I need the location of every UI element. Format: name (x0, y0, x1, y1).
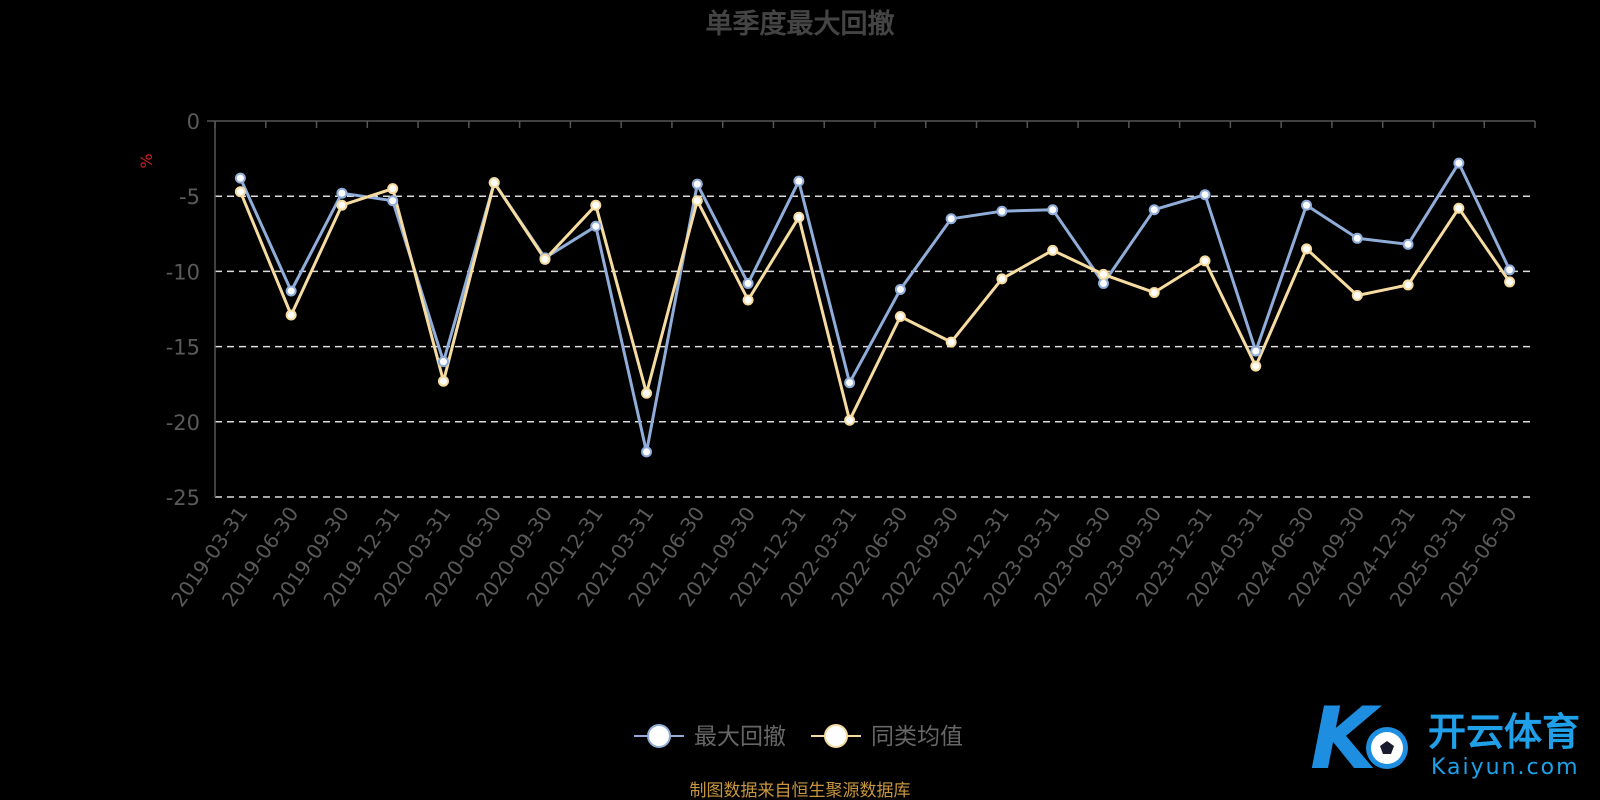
data-point-series-1[interactable] (590, 220, 602, 232)
data-point-series-1[interactable] (437, 356, 449, 368)
data-point-series-2[interactable] (844, 414, 856, 426)
legend-item-series-2[interactable]: 同类均值 (811, 724, 963, 750)
data-point-series-1[interactable] (945, 213, 957, 225)
data-point-series-1[interactable] (285, 285, 297, 297)
data-point-series-2[interactable] (590, 199, 602, 211)
y-tick-label: 0 (187, 110, 200, 134)
data-point-series-1[interactable] (234, 172, 246, 184)
data-point-series-2[interactable] (793, 211, 805, 223)
data-point-series-1[interactable] (1199, 189, 1211, 201)
legend: 最大回撤 同类均值 (634, 724, 963, 750)
brand-name-en: Kaiyun.com (1431, 755, 1580, 780)
data-point-series-2[interactable] (996, 273, 1008, 285)
data-point-series-2[interactable] (1148, 286, 1160, 298)
legend-label-series-2: 同类均值 (871, 724, 963, 750)
data-point-series-2[interactable] (285, 309, 297, 321)
data-point-series-1[interactable] (387, 195, 399, 207)
data-point-series-1[interactable] (336, 187, 348, 199)
data-point-series-1[interactable] (793, 175, 805, 187)
y-tick-label: -15 (166, 336, 200, 360)
series-lines (239, 161, 1511, 454)
series-line-1 (239, 161, 1511, 454)
data-point-series-2[interactable] (336, 199, 348, 211)
data-point-series-2[interactable] (437, 375, 449, 387)
legend-marker-series-1 (647, 724, 671, 748)
legend-marker-series-2 (824, 724, 848, 748)
data-point-series-2[interactable] (1504, 276, 1516, 288)
data-point-series-1[interactable] (1250, 345, 1262, 357)
data-point-series-2[interactable] (691, 195, 703, 207)
data-point-series-2[interactable] (1199, 255, 1211, 267)
data-point-series-1[interactable] (1047, 204, 1059, 216)
data-point-series-1[interactable] (1097, 277, 1109, 289)
data-point-series-2[interactable] (234, 186, 246, 198)
legend-item-series-1[interactable]: 最大回撤 (634, 724, 786, 750)
data-source-note: 制图数据来自恒生聚源数据库 (690, 781, 911, 800)
data-point-series-1[interactable] (894, 283, 906, 295)
brand-logo-icon: K (1310, 689, 1408, 789)
brand-watermark: K 开云体育 Kaiyun.com (1310, 689, 1580, 789)
axes (207, 120, 1536, 497)
data-point-series-2[interactable] (488, 177, 500, 189)
series-line-2 (239, 181, 1511, 422)
data-point-series-1[interactable] (996, 205, 1008, 217)
data-point-series-2[interactable] (387, 183, 399, 195)
data-point-series-2[interactable] (1453, 202, 1465, 214)
data-point-series-2[interactable] (1047, 244, 1059, 256)
data-point-series-1[interactable] (742, 277, 754, 289)
data-point-series-1[interactable] (1453, 157, 1465, 169)
grid-lines (215, 195, 1535, 498)
chart-title: 单季度最大回撤 (706, 8, 895, 40)
data-point-series-2[interactable] (1351, 289, 1363, 301)
data-point-series-1[interactable] (1351, 232, 1363, 244)
data-point-series-1[interactable] (641, 446, 653, 458)
data-point-series-2[interactable] (539, 253, 551, 265)
data-point-series-2[interactable] (945, 336, 957, 348)
legend-label-series-1: 最大回撤 (694, 724, 786, 750)
data-point-series-1[interactable] (1402, 238, 1414, 250)
data-point-series-1[interactable] (1301, 199, 1313, 211)
data-point-series-2[interactable] (1097, 268, 1109, 280)
data-points (234, 157, 1516, 458)
x-tick-labels: 2019-03-312019-06-302019-09-302019-12-31… (166, 502, 1522, 611)
brand-name-cn: 开云体育 (1428, 710, 1580, 754)
y-tick-labels: 0 -5 -10 -15 -20 -25 (166, 110, 200, 510)
data-point-series-2[interactable] (1301, 243, 1313, 255)
data-point-series-2[interactable] (1402, 279, 1414, 291)
data-point-series-2[interactable] (742, 294, 754, 306)
y-tick-label: -25 (166, 486, 200, 510)
data-point-series-1[interactable] (691, 178, 703, 190)
data-point-series-2[interactable] (1250, 360, 1262, 372)
data-point-series-2[interactable] (641, 387, 653, 399)
data-point-series-1[interactable] (844, 377, 856, 389)
y-tick-label: -20 (166, 411, 200, 435)
y-tick-label: -5 (179, 185, 200, 209)
data-point-series-1[interactable] (1504, 264, 1516, 276)
data-point-series-2[interactable] (894, 311, 906, 323)
data-point-series-1[interactable] (1148, 204, 1160, 216)
y-axis-label: % (137, 153, 156, 168)
y-tick-label: -10 (166, 260, 200, 284)
